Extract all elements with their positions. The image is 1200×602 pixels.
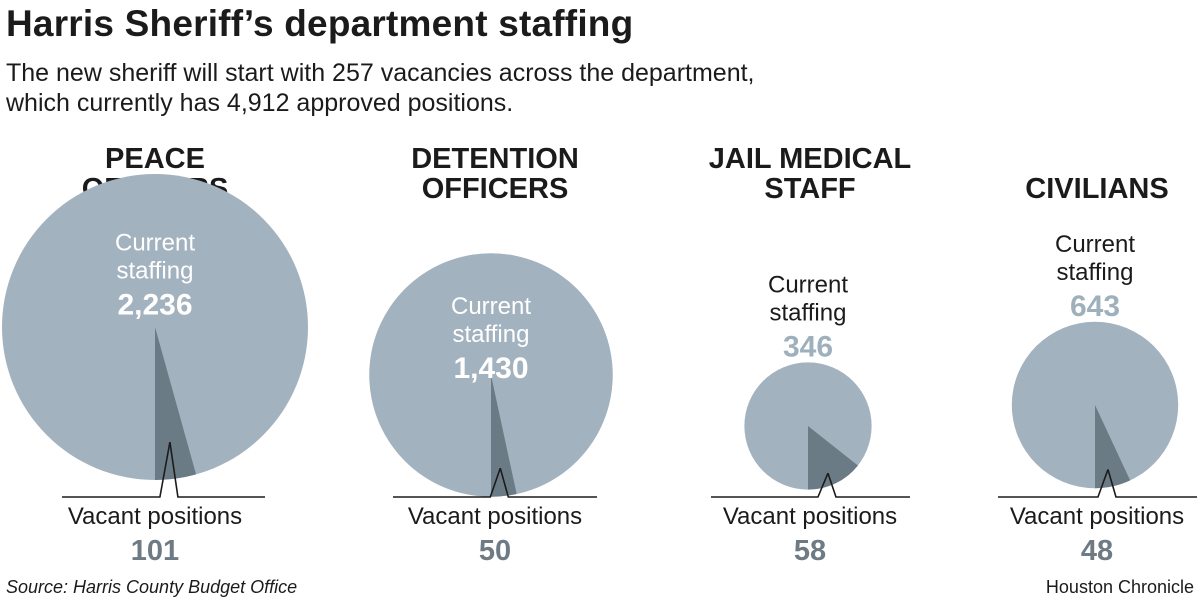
category-label: STAFF: [764, 173, 855, 205]
staffing-label: staffing: [453, 321, 530, 348]
category-label: DETENTION: [411, 143, 579, 175]
leader-line: [827, 472, 910, 498]
staffing-label: Current: [768, 271, 848, 298]
leader-line: [499, 467, 597, 498]
vacancy-label: Vacant positions: [68, 503, 242, 530]
vacancy-label: Vacant positions: [1010, 503, 1184, 530]
category-label: PEACE: [105, 143, 205, 175]
vacancy-value: 58: [794, 535, 826, 567]
category-label: JAIL MEDICAL: [709, 143, 911, 175]
vacancy-slice: [491, 375, 517, 497]
source-note: Source: Harris County Budget Office: [6, 577, 298, 597]
staffing-label: staffing: [770, 299, 847, 326]
staffing-value: 2,236: [117, 289, 192, 322]
staffing-label: Current: [451, 293, 531, 320]
staffing-value: 1,430: [453, 352, 528, 385]
staffing-label: staffing: [117, 258, 194, 285]
leader-line: [998, 469, 1109, 498]
leader-line: [62, 442, 171, 498]
staffing-label: staffing: [1057, 259, 1134, 286]
vacancy-value: 48: [1081, 535, 1113, 567]
staffing-value: 643: [1070, 290, 1120, 323]
staffing-label: Current: [1055, 231, 1135, 258]
pie-group-1: PEACEOFFICERSCurrentstaffing2,236Vacant …: [2, 143, 308, 567]
vacancy-label: Vacant positions: [723, 503, 897, 530]
leader-line: [1107, 469, 1197, 498]
category-label: OFFICERS: [422, 173, 569, 205]
vacancy-value: 50: [479, 535, 511, 567]
chart-title: Harris Sheriff’s department staffing: [6, 3, 634, 44]
staffing-value: 346: [783, 330, 833, 363]
vacancy-slice: [808, 426, 858, 490]
leader-line: [169, 442, 265, 498]
leader-line: [711, 472, 829, 498]
staffing-label: Current: [115, 230, 195, 257]
vacancy-value: 101: [131, 535, 179, 567]
vacancy-label: Vacant positions: [408, 503, 582, 530]
credit-line: Houston Chronicle: [1045, 577, 1194, 597]
chart-subtitle: The new sheriff will start with 257 vaca…: [6, 59, 755, 117]
vacancy-slice: [1095, 405, 1131, 489]
vacancy-slice: [155, 327, 197, 480]
category-label: CIVILIANS: [1025, 173, 1168, 205]
leader-line: [393, 467, 502, 498]
